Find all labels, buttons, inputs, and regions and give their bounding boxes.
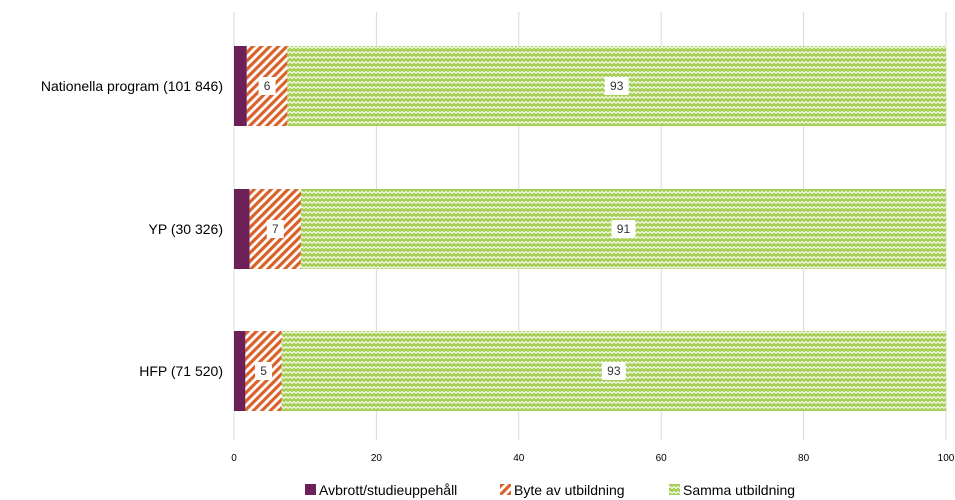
bar-segment bbox=[234, 189, 250, 269]
bar-group: 6 93 7 91 5 93 bbox=[234, 46, 947, 411]
data-label: 5 bbox=[260, 364, 267, 378]
legend-swatch bbox=[500, 484, 511, 495]
data-label-box bbox=[611, 220, 636, 238]
x-tick-label: 0 bbox=[231, 453, 237, 464]
data-label: 6 bbox=[264, 79, 271, 93]
legend-label: Samma utbildning bbox=[683, 482, 795, 498]
data-label: 7 bbox=[272, 222, 279, 236]
category-label: HFP (71 520) bbox=[139, 363, 223, 379]
x-tick-label: 60 bbox=[656, 453, 668, 464]
category-label: Nationella program (101 846) bbox=[41, 78, 223, 94]
legend-swatch bbox=[669, 484, 680, 495]
x-tick-label: 20 bbox=[371, 453, 383, 464]
bar-segment bbox=[234, 46, 247, 126]
data-label: 93 bbox=[610, 79, 624, 93]
data-label-box bbox=[258, 77, 276, 95]
legend-swatch bbox=[305, 484, 316, 495]
data-label-box bbox=[604, 77, 629, 95]
data-label: 91 bbox=[617, 222, 631, 236]
x-tick-label: 40 bbox=[513, 453, 525, 464]
legend-label: Avbrott/studieuppehåll bbox=[319, 482, 457, 498]
legend-label: Byte av utbildning bbox=[514, 482, 625, 498]
category-label: YP (30 326) bbox=[149, 221, 223, 237]
x-tick-label: 100 bbox=[938, 453, 955, 464]
category-labels: Nationella program (101 846) YP (30 326) H… bbox=[41, 78, 223, 379]
x-tick-label: 80 bbox=[798, 453, 810, 464]
data-label-box bbox=[601, 362, 626, 380]
data-label-box bbox=[266, 220, 284, 238]
bar-segment bbox=[234, 331, 246, 411]
data-label: 93 bbox=[607, 364, 621, 378]
data-label-box bbox=[255, 362, 273, 380]
legend: Avbrott/studieuppehåll Byte av utbildning… bbox=[305, 482, 795, 498]
x-axis-ticks: 0 20 40 60 80 100 bbox=[231, 453, 955, 464]
